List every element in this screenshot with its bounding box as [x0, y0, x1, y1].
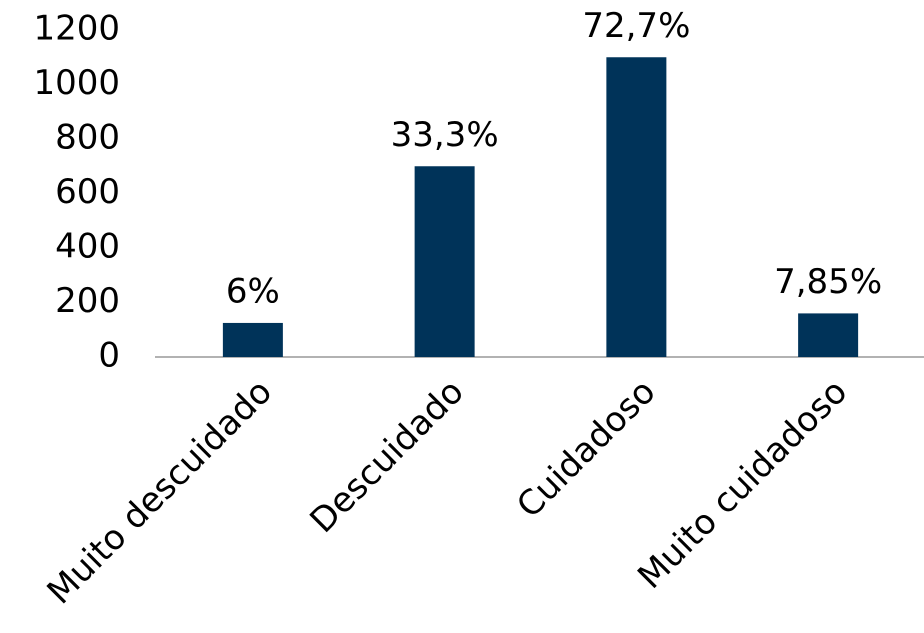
y-tick-label: 800: [55, 118, 120, 158]
x-tick-label: Descuidado: [302, 372, 471, 541]
x-tick-label: Muito cuidadoso: [630, 372, 855, 597]
x-tick-label: Muito descuidado: [40, 372, 280, 612]
bar: [414, 166, 475, 357]
y-tick-label: 200: [55, 281, 120, 321]
data-label: 33,3%: [391, 115, 499, 155]
x-tick-label: Cuidadoso: [509, 372, 663, 526]
y-tick-label: 600: [55, 172, 120, 212]
y-tick-label: 0: [98, 336, 120, 376]
y-tick-label: 1000: [33, 63, 120, 103]
y-tick-label: 400: [55, 227, 120, 267]
data-label: 7,85%: [774, 262, 882, 302]
bar: [798, 313, 859, 357]
bar: [606, 57, 667, 357]
bar: [222, 322, 283, 357]
data-label: 6%: [226, 271, 280, 311]
data-label: 72,7%: [582, 6, 690, 46]
y-tick-label: 1200: [33, 9, 120, 49]
